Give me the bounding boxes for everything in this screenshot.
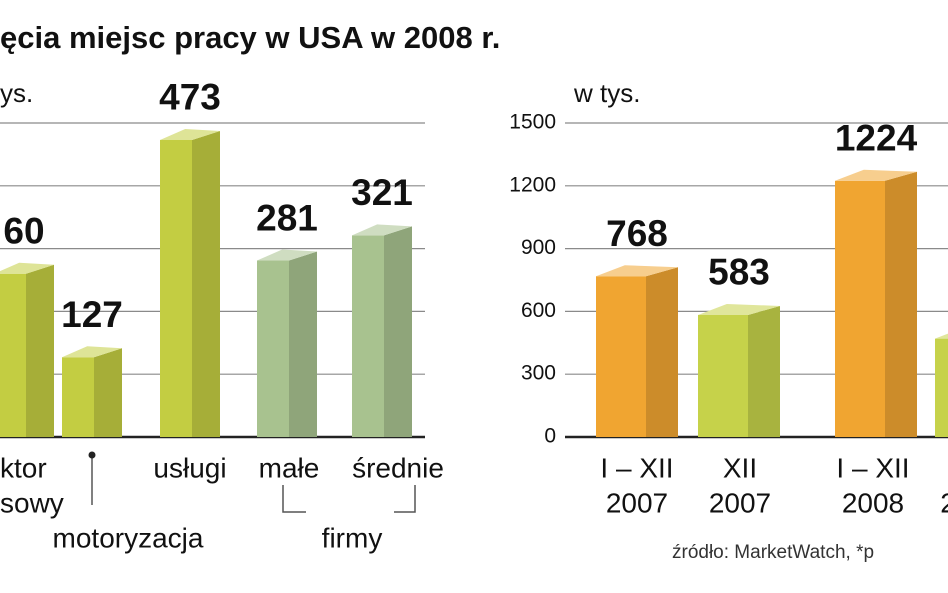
x-tick-label: średnie [352, 452, 444, 483]
bar [0, 262, 54, 437]
x-tick-label: XII [723, 452, 757, 483]
bar-top [62, 346, 122, 358]
y-tick-label: 1500 [509, 111, 556, 134]
bar-top [835, 169, 917, 181]
y-tick-label: 600 [521, 299, 556, 322]
x-tick-label: 2 [940, 487, 948, 518]
bar [257, 249, 317, 437]
bar-side [26, 264, 54, 437]
bar-front [935, 338, 948, 437]
bar-side [885, 171, 917, 437]
bar-front [352, 235, 384, 437]
bar-top [935, 333, 948, 339]
bar-front [257, 260, 289, 437]
value-label: 1224 [835, 118, 918, 159]
x-tick-label: 2008 [842, 487, 904, 518]
value-label: 768 [606, 213, 668, 254]
bar [935, 333, 948, 437]
y-axis-label: ys. [0, 78, 33, 108]
bar-side [94, 348, 122, 437]
x-tick-label: małe [259, 452, 320, 483]
bar-top [257, 249, 317, 261]
bar-front [62, 357, 94, 437]
chart-title: ęcia miejsc pracy w USA w 2008 r. [0, 20, 500, 55]
x-tick-label: motoryzacja [53, 522, 204, 553]
x-tick-label: I – XII [600, 452, 673, 483]
y-axis-label: w tys. [573, 78, 640, 108]
value-label: 127 [61, 294, 123, 335]
bar-front [698, 314, 748, 437]
bar-front [0, 273, 26, 437]
y-tick-label: 300 [521, 362, 556, 385]
bar-side [646, 267, 678, 437]
x-tick-label: usługi [153, 452, 226, 483]
x-tick-label: 2007 [709, 487, 771, 518]
value-label: 281 [256, 197, 318, 238]
source: źródło: MarketWatch, *p [672, 542, 874, 563]
bar [835, 169, 917, 437]
value-label: 60 [3, 211, 44, 252]
value-label: 321 [351, 172, 413, 213]
bar-side [289, 251, 317, 437]
bar-front [596, 276, 646, 437]
bar [62, 346, 122, 437]
value-label: 473 [159, 77, 221, 118]
bar-front [160, 139, 192, 437]
bar-side [384, 226, 412, 437]
bar [352, 224, 412, 437]
bar [596, 265, 678, 437]
x-tick-label: I – XII [836, 452, 909, 483]
x-tick-label: 2007 [606, 487, 668, 518]
x-tick-label: sowy [0, 487, 64, 518]
value-label: 583 [708, 252, 770, 293]
pointer-dot [88, 451, 96, 459]
y-tick-label: 900 [521, 236, 556, 259]
bar-side [192, 130, 220, 437]
bar [160, 128, 220, 437]
bar-top [160, 128, 220, 140]
bar-top [352, 224, 412, 236]
group-label: firmy [322, 522, 383, 553]
bar-top [596, 265, 678, 277]
x-tick-label: ktor [0, 452, 47, 483]
bar-front [835, 180, 885, 437]
bar [698, 303, 780, 437]
y-tick-label: 0 [544, 425, 556, 448]
y-tick-label: 1200 [509, 173, 556, 196]
bar-side [748, 305, 780, 437]
bar-top [0, 262, 54, 274]
bar-top [698, 303, 780, 315]
bracket [91, 455, 416, 513]
